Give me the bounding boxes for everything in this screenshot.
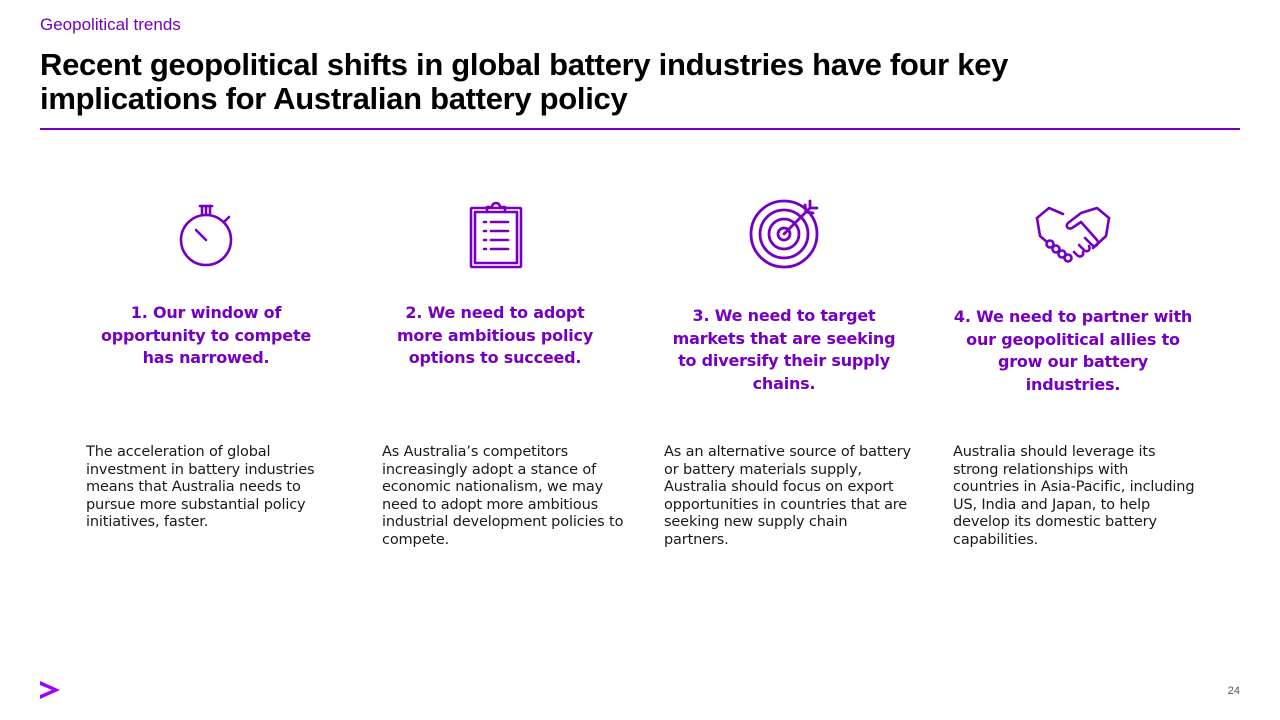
implication-body: Australia should leverage its strong rel…	[953, 444, 1195, 548]
page-number: 24	[1227, 685, 1240, 697]
implication-body: As an alternative source of battery or b…	[664, 444, 911, 548]
implication-body: As Australia’s competitors increasingly …	[382, 444, 624, 548]
target-icon	[744, 194, 824, 274]
stopwatch-icon	[166, 196, 246, 276]
implication-body: The acceleration of global investment in…	[86, 444, 315, 531]
implication-heading: 4. We need to partner with our geopoliti…	[953, 307, 1193, 394]
clipboard-icon	[456, 196, 536, 276]
implication-heading: 1. Our window of opportunity to compete …	[100, 303, 312, 367]
title-divider	[40, 128, 1240, 130]
implication-heading: 2. We need to adopt more ambitious polic…	[396, 303, 594, 367]
eyebrow: Geopolitical trends	[40, 15, 181, 34]
page-title: Recent geopolitical shifts in global bat…	[40, 47, 1009, 116]
handshake-icon	[1033, 196, 1113, 276]
implication-heading: 3. We need to target markets that are se…	[672, 306, 896, 393]
accenture-chevron-icon	[38, 678, 62, 704]
